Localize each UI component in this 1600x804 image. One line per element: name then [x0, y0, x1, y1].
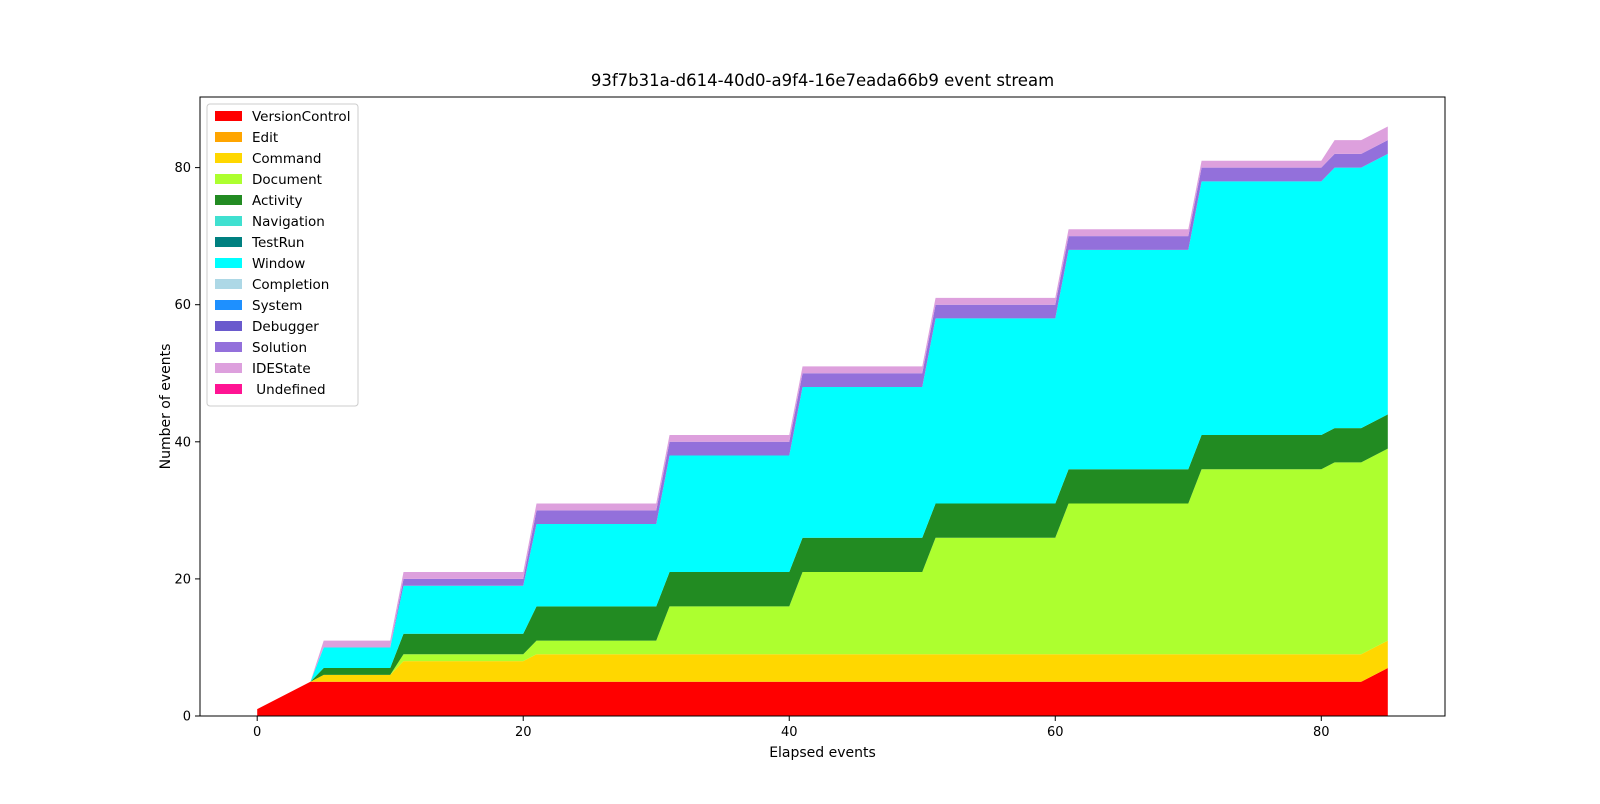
legend-swatch-activity	[215, 195, 242, 205]
y-tick-label: 80	[174, 161, 191, 176]
y-tick-label: 20	[174, 572, 191, 587]
y-tick-label: 40	[174, 435, 191, 450]
area-versioncontrol	[257, 668, 1388, 716]
legend-label-system: System	[252, 298, 302, 314]
legend-swatch-solution	[215, 342, 242, 352]
y-axis-label: Number of events	[158, 344, 174, 470]
legend-swatch-window	[215, 258, 242, 268]
legend-swatch-undefined	[215, 384, 242, 394]
area-window	[257, 153, 1388, 710]
legend-label-activity: Activity	[252, 193, 303, 209]
x-tick-label: 40	[781, 725, 798, 740]
x-axis-ticks: 0 20 40 60 80	[253, 716, 1330, 740]
legend-label-document: Document	[252, 172, 322, 188]
chart-title: 93f7b31a-d614-40d0-a9f4-16e7eada66b9 eve…	[591, 71, 1054, 90]
legend-swatch-debugger	[215, 321, 242, 331]
legend-swatch-idestate	[215, 363, 242, 373]
legend-label-completion: Completion	[252, 277, 329, 293]
y-axis-ticks: 0 20 40 60 80	[174, 161, 200, 725]
legend-swatch-navigation	[215, 216, 242, 226]
legend-label-window: Window	[252, 256, 305, 272]
legend-label-navigation: Navigation	[252, 214, 325, 230]
legend-label-versioncontrol: VersionControl	[252, 109, 350, 125]
y-tick-label: 60	[174, 298, 191, 313]
legend-label-edit: Edit	[252, 130, 278, 146]
x-tick-label: 60	[1047, 725, 1064, 740]
legend-swatch-testrun	[215, 237, 242, 247]
legend-label-idestate: IDEState	[252, 361, 311, 377]
area-activity	[257, 414, 1388, 710]
legend-box	[206, 103, 359, 407]
legend-swatch-versioncontrol	[215, 111, 242, 121]
legend-label-debugger: Debugger	[252, 319, 319, 335]
legend-label-testrun: TestRun	[251, 235, 304, 251]
legend-swatch-command	[215, 153, 242, 163]
plot-frame	[199, 96, 1446, 717]
legend-label-solution: Solution	[252, 340, 307, 356]
x-tick-label: 20	[515, 725, 532, 740]
area-document	[257, 448, 1388, 710]
legend-swatch-document	[215, 174, 242, 184]
legend-label-undefined: Undefined	[252, 382, 326, 398]
legend-label-command: Command	[252, 151, 321, 167]
x-axis-label: Elapsed events	[769, 745, 876, 761]
legend-swatch-system	[215, 300, 242, 310]
legend-swatch-edit	[215, 132, 242, 142]
area-command	[257, 640, 1388, 710]
legend: VersionControl Edit Command Document Activit…	[206, 103, 359, 407]
x-tick-label: 0	[253, 725, 261, 740]
area-layers	[257, 126, 1388, 716]
y-tick-label: 0	[183, 710, 191, 725]
x-tick-label: 80	[1313, 725, 1330, 740]
legend-swatch-completion	[215, 279, 242, 289]
